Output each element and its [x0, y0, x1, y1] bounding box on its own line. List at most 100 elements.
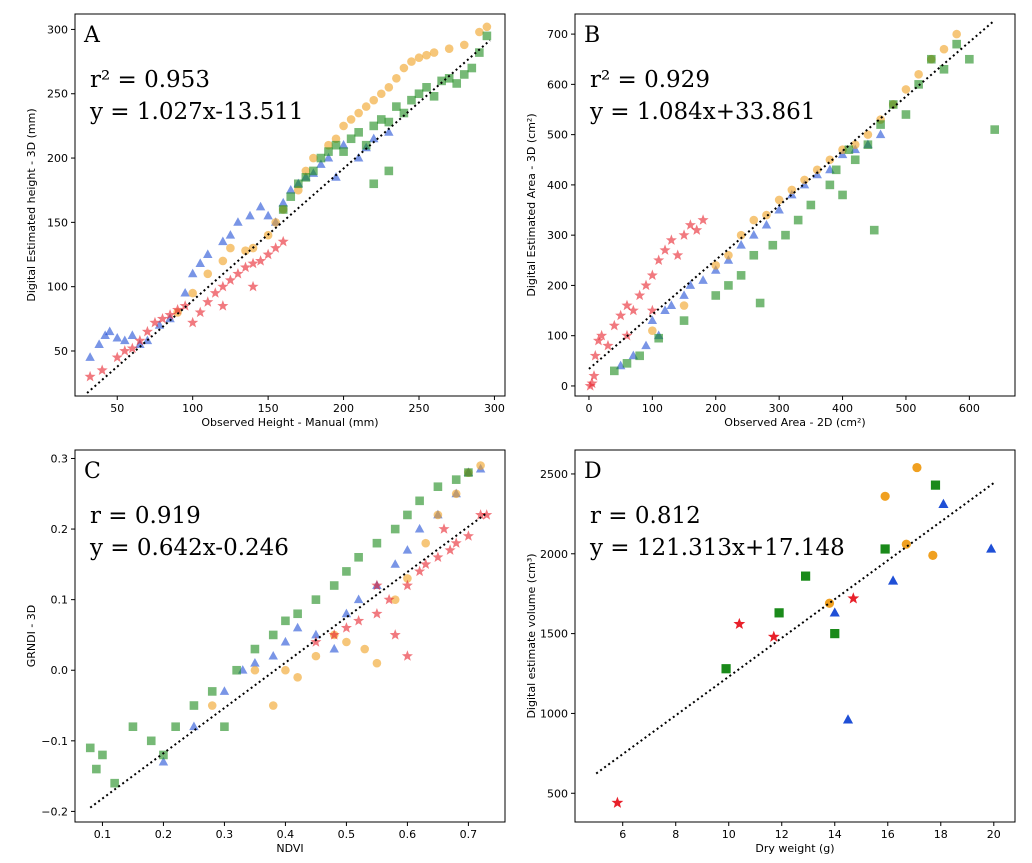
data-point [610, 366, 619, 376]
data-point [369, 179, 379, 189]
data-point [281, 665, 290, 675]
y-axis-label: Digital Estimated height - 3D (mm) [25, 108, 38, 301]
data-point [323, 152, 334, 162]
data-point [965, 54, 974, 64]
regression-equation: y = 0.642x-0.246 [89, 535, 289, 561]
data-point [104, 326, 115, 336]
data-point [218, 236, 228, 246]
data-point [369, 95, 379, 105]
data-point [383, 593, 395, 605]
data-point [415, 496, 424, 506]
data-point [665, 234, 677, 245]
correlation-stat: r = 0.919 [90, 503, 201, 529]
data-point [781, 230, 790, 240]
data-point [589, 349, 601, 361]
data-point [847, 592, 860, 604]
y-tick-label: 400 [547, 179, 568, 192]
data-point [354, 552, 363, 562]
correlation-stat: r² = 0.953 [90, 67, 210, 93]
x-tick-label: 20 [987, 828, 1001, 841]
x-tick-label: 18 [934, 828, 948, 841]
data-point [414, 565, 426, 577]
series-orange [173, 22, 492, 317]
data-point [271, 218, 280, 227]
data-point [149, 316, 161, 328]
data-point [829, 607, 840, 617]
data-point [225, 230, 236, 239]
data-point [268, 630, 278, 640]
data-point [286, 192, 296, 201]
data-point [774, 204, 784, 214]
data-point [338, 140, 349, 149]
x-axis-label: Observed Area - 2D (cm²) [724, 416, 865, 429]
data-point [475, 509, 487, 520]
data-point [111, 351, 123, 363]
data-point [646, 269, 658, 281]
data-point [901, 539, 911, 549]
y-tick-label: 1000 [540, 707, 568, 720]
data-point [749, 250, 759, 260]
data-point [928, 550, 938, 560]
data-point [880, 544, 890, 554]
data-point [171, 722, 180, 732]
data-point [392, 102, 401, 111]
fit-line [89, 512, 488, 809]
x-tick-label: 200 [333, 402, 354, 415]
data-point [245, 210, 255, 220]
data-point [331, 172, 341, 181]
x-tick-label: 500 [895, 402, 916, 415]
data-point [420, 558, 432, 570]
data-point [407, 57, 416, 66]
data-point [646, 304, 658, 316]
data-point [331, 140, 341, 150]
data-point [278, 205, 288, 214]
y-tick-label: 250 [47, 88, 68, 101]
x-tick-label: 0.1 [94, 828, 112, 841]
data-point [586, 377, 598, 389]
x-tick-label: 8 [672, 828, 679, 841]
data-point [311, 629, 321, 639]
data-point [660, 305, 670, 314]
data-point [825, 180, 835, 190]
data-point [912, 462, 922, 473]
x-tick-label: 0 [585, 402, 592, 415]
data-point [369, 133, 379, 143]
data-point [224, 274, 236, 285]
data-point [281, 616, 290, 626]
plot-frame [574, 449, 1016, 823]
data-point [98, 750, 107, 760]
x-tick-label: 300 [484, 402, 505, 415]
data-point [635, 351, 644, 361]
data-point [880, 491, 890, 501]
scatter-points [611, 462, 997, 808]
data-point [255, 255, 267, 266]
data-point [901, 110, 911, 119]
data-point [96, 364, 108, 375]
data-point [354, 128, 363, 137]
data-point [812, 165, 822, 175]
x-tick-label: 0.3 [216, 828, 234, 841]
data-point [438, 523, 450, 534]
data-point [691, 224, 703, 235]
data-point [361, 140, 371, 150]
data-point [464, 468, 473, 477]
regression-equation: y = 121.313x+17.148 [589, 535, 845, 561]
scatter-points [584, 29, 1000, 391]
data-point [774, 608, 784, 618]
series-red [310, 509, 493, 661]
x-tick-label: 300 [769, 402, 790, 415]
data-point [127, 330, 138, 339]
x-tick-label: 400 [832, 402, 853, 415]
data-point [939, 64, 949, 74]
data-point [329, 581, 339, 590]
data-point [94, 339, 104, 348]
data-point [369, 121, 379, 131]
data-point [187, 316, 199, 328]
data-point [767, 630, 780, 642]
data-point [293, 672, 302, 682]
data-point [888, 575, 899, 585]
series-red [611, 592, 860, 808]
data-point [392, 74, 401, 83]
data-point [316, 153, 326, 163]
